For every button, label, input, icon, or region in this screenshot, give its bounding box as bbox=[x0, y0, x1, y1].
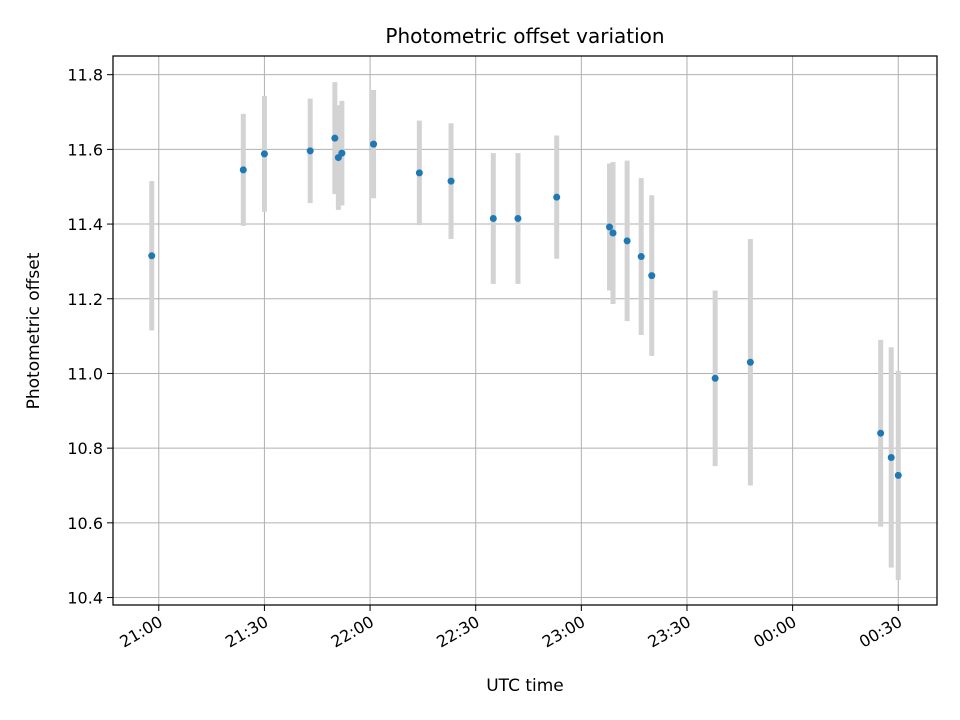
y-tick-label: 11.8 bbox=[67, 66, 103, 85]
y-tick-label: 10.6 bbox=[67, 514, 103, 533]
data-point bbox=[648, 272, 656, 280]
data-point bbox=[894, 471, 902, 479]
data-point bbox=[877, 429, 885, 437]
data-point bbox=[489, 214, 497, 222]
y-tick-label: 11.0 bbox=[67, 364, 103, 383]
data-points bbox=[148, 134, 902, 479]
data-point bbox=[370, 140, 378, 148]
plot-area-frame bbox=[112, 55, 938, 606]
data-point bbox=[609, 229, 617, 237]
data-point bbox=[331, 134, 339, 142]
y-axis-ticks: 10.4 10.6 10.8 11.0 11.2 11.4 11.6 11.8 bbox=[67, 66, 113, 608]
data-point bbox=[306, 147, 314, 155]
data-point bbox=[447, 177, 455, 185]
grid bbox=[113, 56, 937, 605]
y-tick-label: 11.4 bbox=[67, 215, 103, 234]
data-point bbox=[623, 237, 631, 245]
data-point bbox=[260, 150, 268, 158]
data-point bbox=[514, 214, 522, 222]
data-point bbox=[239, 166, 247, 174]
y-tick-label: 10.4 bbox=[67, 589, 103, 608]
y-tick-label: 10.8 bbox=[67, 439, 103, 458]
y-axis-label: Photometric offset bbox=[24, 252, 44, 409]
data-point bbox=[887, 453, 895, 461]
data-point bbox=[637, 253, 645, 261]
data-point bbox=[553, 193, 561, 201]
data-point bbox=[415, 169, 423, 177]
data-point bbox=[746, 358, 754, 366]
chart-title: Photometric offset variation bbox=[385, 24, 664, 48]
data-point bbox=[148, 252, 156, 260]
data-point bbox=[606, 223, 614, 231]
y-tick-label: 11.6 bbox=[67, 140, 103, 159]
data-point bbox=[338, 149, 346, 157]
y-tick-label: 11.2 bbox=[67, 290, 103, 309]
data-point bbox=[711, 374, 719, 382]
x-axis-label: UTC time bbox=[486, 676, 564, 696]
